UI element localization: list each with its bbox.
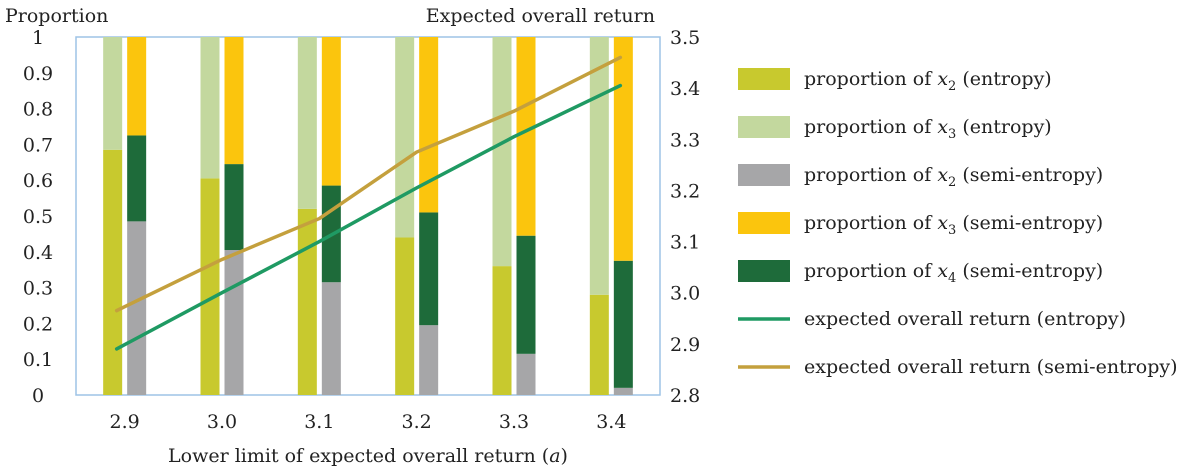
semi-entropy-bar-segment [321, 282, 341, 395]
legend-swatch [738, 260, 790, 282]
semi-entropy-bar-segment [516, 37, 536, 236]
semi-entropy-bar-segment [224, 250, 244, 395]
legend-label: expected overall return (semi-entropy) [804, 356, 1178, 378]
x-axis-title: Lower limit of expected overall return (… [168, 445, 568, 467]
legend-label: proportion of x2 (entropy) [804, 68, 1052, 94]
semi-entropy-bar-segment [613, 387, 633, 395]
entropy-bar-segment [200, 37, 220, 179]
entropy-bar-segment [103, 149, 123, 395]
y-left-tick-label: 1 [32, 27, 44, 49]
semi-entropy-bar-segment [419, 325, 439, 395]
semi-entropy-bar-segment [224, 37, 244, 165]
semi-entropy-bar-segment [419, 37, 439, 213]
semi-entropy-bar-segment [127, 135, 147, 222]
y-right-tick-label: 3.1 [670, 232, 700, 254]
entropy-bar-segment [200, 178, 220, 395]
semi-entropy-bar-segment [516, 353, 536, 395]
legend-label: expected overall return (entropy) [804, 308, 1126, 330]
entropy-bar-segment [492, 37, 512, 267]
x-tick-label: 3.0 [207, 411, 237, 433]
semi-entropy-bar-segment [127, 37, 147, 136]
legend-swatch [738, 212, 790, 234]
semi-entropy-bar-segment [613, 37, 633, 261]
x-tick-label: 3.2 [402, 411, 432, 433]
semi-entropy-bar-segment [321, 37, 341, 186]
entropy-bar-segment [103, 37, 123, 150]
y-left-tick-label: 0.6 [23, 170, 53, 192]
y-right-tick-label: 3.5 [670, 27, 700, 49]
x-tick-label: 3.1 [304, 411, 334, 433]
semi-entropy-bar-segment [224, 164, 244, 251]
y-left-tick-label: 0.4 [23, 242, 53, 264]
entropy-bar-segment [297, 37, 317, 209]
y-right-tick-label: 2.9 [670, 334, 700, 356]
semi-entropy-bar-segment [516, 235, 536, 354]
semi-entropy-bar-segment [419, 212, 439, 326]
legend-label: proportion of x2 (semi-entropy) [804, 164, 1103, 190]
legend-swatch [738, 116, 790, 138]
y-right-tick-label: 3.3 [670, 129, 700, 151]
y-right-tick-label: 3.4 [670, 78, 700, 100]
entropy-bar-segment [297, 208, 317, 395]
entropy-bar-segment [395, 237, 415, 395]
y-left-tick-label: 0.1 [23, 349, 53, 371]
y-right-tick-label: 3.0 [670, 283, 700, 305]
legend-label: proportion of x3 (entropy) [804, 116, 1052, 142]
y-left-tick-label: 0 [32, 385, 44, 407]
plot-area [75, 36, 661, 396]
semi-entropy-bar-segment [127, 221, 147, 395]
y-left-tick-label: 0.5 [23, 206, 53, 228]
series-line-1 [114, 55, 623, 313]
y-right-axis-title: Expected overall return [426, 5, 655, 27]
entropy-bar-segment [492, 266, 512, 395]
series-line-0 [114, 83, 623, 351]
y-left-tick-label: 0.9 [23, 63, 53, 85]
y-left-tick-label: 0.7 [23, 134, 53, 156]
legend-swatch [738, 68, 790, 90]
legend-label: proportion of x4 (semi-entropy) [804, 260, 1103, 286]
entropy-bar-segment [589, 37, 609, 295]
entropy-bar-segment [395, 37, 415, 238]
y-right-tick-label: 2.8 [670, 385, 700, 407]
legend-swatch [738, 164, 790, 186]
x-tick-label: 3.3 [499, 411, 529, 433]
semi-entropy-bar-segment [613, 260, 633, 388]
y-left-tick-label: 0.8 [23, 99, 53, 121]
y-left-tick-label: 0.3 [23, 278, 53, 300]
y-left-tick-label: 0.2 [23, 313, 53, 335]
x-tick-label: 3.4 [596, 411, 626, 433]
y-right-tick-label: 3.2 [670, 180, 700, 202]
legend-label: proportion of x3 (semi-entropy) [804, 212, 1103, 238]
y-left-axis-title: Proportion [5, 5, 108, 27]
x-tick-label: 2.9 [110, 411, 140, 433]
entropy-bar-segment [589, 294, 609, 395]
